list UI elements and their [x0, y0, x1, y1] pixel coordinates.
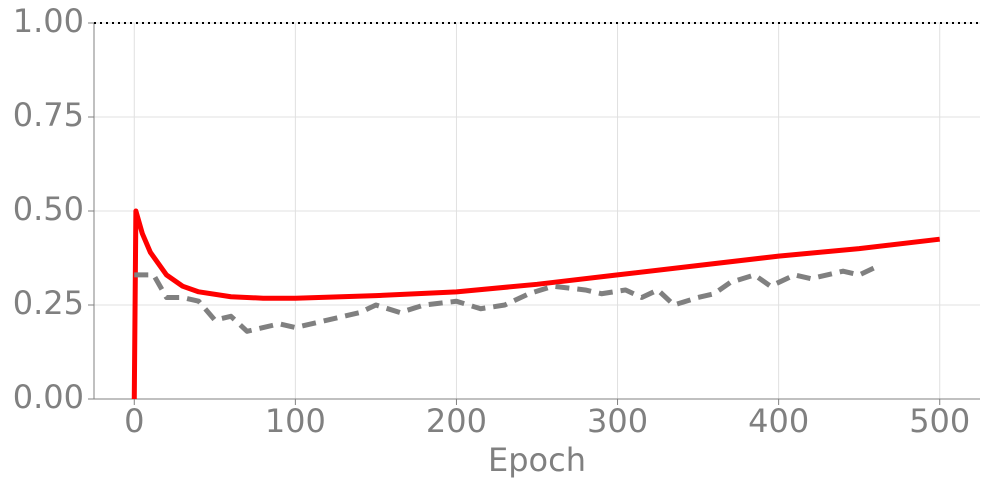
x-axis-label: Epoch [488, 441, 586, 479]
x-tick-label: 300 [587, 402, 648, 440]
y-tick-label: 0.75 [13, 96, 84, 134]
x-tick-label: 200 [426, 402, 487, 440]
line [134, 265, 877, 334]
y-tick-label: 0.00 [13, 378, 84, 416]
y-tick-label: 0.25 [13, 284, 84, 322]
line [131, 208, 941, 400]
x-tick-label: 400 [748, 402, 809, 440]
x-tick-label: 100 [265, 402, 326, 440]
x-tick-label: 0 [124, 402, 144, 440]
x-tick-label: 500 [909, 402, 970, 440]
y-tick-label: 1.00 [13, 2, 84, 40]
y-tick-label: 0.50 [13, 190, 84, 228]
